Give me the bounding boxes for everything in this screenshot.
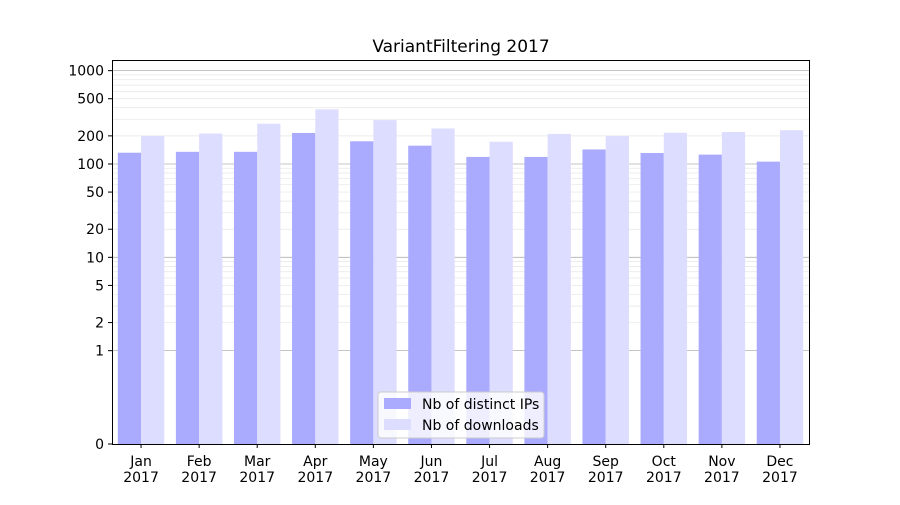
y-tick-label: 5 (95, 278, 104, 294)
x-tick-label-year: 2017 (414, 470, 450, 486)
bar-downloads (605, 136, 629, 444)
bar-downloads (199, 133, 223, 444)
x-tick-label-year: 2017 (704, 470, 740, 486)
bar-downloads (431, 128, 455, 444)
legend-swatch (384, 419, 411, 430)
chart-title: VariantFiltering 2017 (372, 37, 549, 57)
x-tick-label-month: Apr (303, 454, 327, 470)
x-tick-label-year: 2017 (123, 470, 159, 486)
bar-downloads (663, 132, 688, 444)
bars (117, 109, 804, 445)
bar-distinct-ips (756, 161, 780, 444)
bar-distinct-ips (582, 149, 606, 444)
bar-distinct-ips (698, 154, 722, 444)
grid-lines (112, 70, 809, 352)
x-tick-label-month: Mar (244, 454, 271, 470)
y-tick-label: 10 (86, 250, 104, 266)
x-tick-label-year: 2017 (239, 470, 275, 486)
bar-distinct-ips (117, 152, 142, 444)
bar-downloads (547, 133, 571, 444)
x-tick-label-year: 2017 (181, 470, 217, 486)
y-tick-label: 200 (77, 129, 104, 145)
legend: Nb of distinct IPs Nb of downloads (377, 391, 545, 439)
bar-distinct-ips (640, 153, 664, 445)
bar-downloads (721, 132, 746, 444)
y-tick-label: 0 (95, 437, 104, 453)
plot-area (112, 60, 810, 445)
x-tick-label-year: 2017 (762, 470, 798, 486)
x-tick-label-month: Feb (187, 454, 212, 470)
y-tick-label: 2 (95, 316, 104, 332)
legend-swatch (384, 398, 411, 409)
bar-downloads (489, 141, 513, 445)
x-tick-label-year: 2017 (297, 470, 333, 486)
x-tick-label-year: 2017 (588, 470, 624, 486)
y-tick-label: 1000 (68, 64, 104, 80)
bar-downloads (315, 109, 339, 444)
x-tick-label-month: May (359, 454, 388, 470)
y-tick-label: 100 (77, 157, 104, 173)
bar-downloads (257, 123, 281, 444)
legend-box (377, 391, 545, 439)
bar-distinct-ips (233, 151, 258, 444)
bar-distinct-ips (466, 156, 490, 445)
y-tick-label: 50 (86, 185, 104, 201)
legend-label: Nb of distinct IPs (422, 397, 539, 413)
x-tick-label-month: Jan (129, 454, 152, 470)
bar-distinct-ips (292, 132, 316, 444)
x-tick-label-month: Sep (593, 454, 620, 470)
bar-distinct-ips (175, 151, 200, 444)
bar-distinct-ips (524, 156, 548, 445)
x-axis: Jan2017Feb2017Mar2017Apr2017May2017Jun20… (123, 444, 798, 486)
x-tick-label-month: Aug (534, 454, 561, 470)
x-tick-label-year: 2017 (530, 470, 566, 486)
y-tick-label: 1 (95, 344, 104, 360)
bar-distinct-ips (408, 145, 432, 444)
x-tick-label-month: Nov (708, 454, 735, 470)
x-tick-label-month: Dec (766, 454, 793, 470)
y-tick-label: 20 (86, 222, 104, 238)
x-tick-label-year: 2017 (646, 470, 682, 486)
x-tick-label-year: 2017 (472, 470, 508, 486)
bar-downloads (373, 120, 397, 445)
bar-distinct-ips (350, 141, 374, 444)
bar-downloads (779, 130, 804, 444)
bar-downloads (141, 135, 165, 444)
x-tick-label-month: Oct (652, 454, 677, 470)
x-tick-label-year: 2017 (356, 470, 392, 486)
x-tick-label-month: Jun (420, 454, 443, 470)
y-axis: 0 1 2 5 10 20 50 100 200 500 1000 (68, 64, 112, 453)
x-tick-label-month: Jul (480, 454, 498, 470)
legend-label: Nb of downloads (422, 418, 539, 434)
y-tick-label: 500 (77, 92, 104, 108)
